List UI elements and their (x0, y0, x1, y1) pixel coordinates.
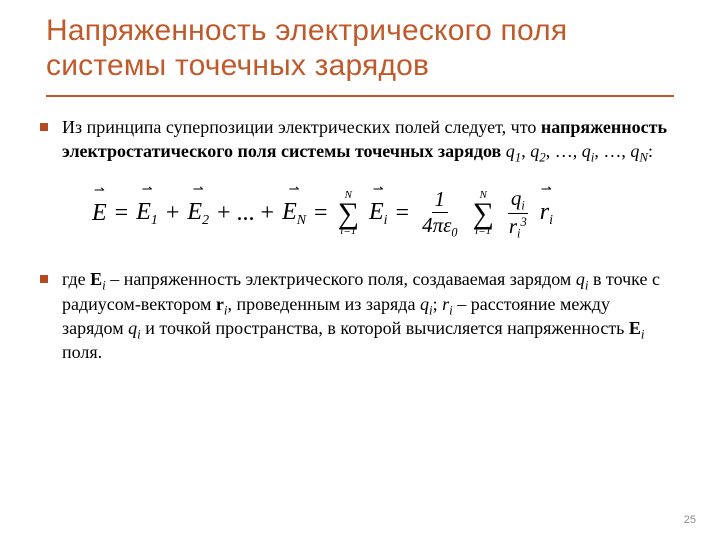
f-plus2: + ... + (217, 200, 274, 227)
f-Eis: i (384, 212, 388, 227)
sigma-icon: ∑ (338, 201, 359, 227)
b2-q3: q (128, 318, 137, 338)
fc-num: 1 (432, 189, 449, 213)
f-E2s: 2 (202, 212, 209, 227)
sum2-bot: i=1 (475, 226, 491, 237)
b1-sN: N (639, 150, 648, 165)
arrow-icon: ⇀ (136, 182, 158, 195)
f-plus1: + (166, 200, 180, 227)
f-E1s: 1 (151, 212, 158, 227)
sum-2: N ∑ i=1 (472, 190, 493, 238)
frac-qr: qi ri3 (506, 188, 530, 240)
fq-num-i: i (521, 198, 524, 212)
content-area: Из принципа суперпозиции электрических п… (0, 97, 720, 365)
fc-den: 4πε (422, 213, 451, 237)
frac-coulomb: 1 4πε0 (419, 189, 460, 238)
b2-q2: q (420, 294, 429, 314)
formula-block: ⇀ E = ⇀ E1 + ⇀ E2 + ... + ⇀ EN (92, 188, 670, 240)
arrow-icon: ⇀ (187, 182, 209, 195)
formula: ⇀ E = ⇀ E1 + ⇀ E2 + ... + ⇀ EN (92, 188, 670, 240)
f-eq2: = (314, 200, 328, 227)
sigma-icon: ∑ (472, 201, 493, 227)
b2-r1: r (216, 294, 224, 314)
f-E: E (92, 200, 107, 226)
slide: Напряженность электрического поля систем… (0, 0, 720, 540)
vec-EN: ⇀ EN (282, 199, 306, 229)
f-Ei: E (369, 199, 384, 225)
f-r: r (540, 199, 549, 225)
vec-E2: ⇀ E2 (187, 199, 209, 229)
bullet-2: где Ei – напряженность электрического по… (62, 267, 670, 364)
b1-sep1: , (521, 141, 530, 161)
b2-t8: поля. (62, 342, 102, 362)
fc-den0: 0 (451, 225, 457, 239)
vec-E: ⇀ E (92, 200, 107, 227)
b1-q1: q (506, 141, 515, 161)
f-eq1: = (115, 200, 129, 227)
b2-E2s: i (641, 327, 645, 342)
f-ENs: N (297, 212, 306, 227)
b2-t2: – напряженность электрического поля, соз… (106, 269, 576, 289)
arrow-icon: ⇀ (92, 183, 107, 196)
vec-r: ⇀ ri (540, 199, 553, 229)
b2-q1: q (576, 269, 585, 289)
page-number: 25 (684, 514, 696, 526)
f-rs: i (549, 212, 553, 227)
b2-t5: ; (433, 294, 443, 314)
vec-Ei: ⇀ Ei (369, 199, 388, 229)
fq-den-r: r (509, 214, 517, 238)
b2-E2: E (629, 318, 641, 338)
sum-1: N ∑ i=1 (338, 190, 359, 238)
b1-sep2: , …, (546, 141, 582, 161)
title-band: Напряженность электрического поля систем… (0, 0, 720, 89)
b2-t7: и точкой пространства, в которой вычисля… (141, 318, 629, 338)
sum1-bot: i=1 (340, 226, 356, 237)
slide-title: Напряженность электрического поля систем… (46, 14, 674, 83)
b1-qi: q (582, 141, 591, 161)
b1-q2: q (530, 141, 539, 161)
bullet-1: Из принципа суперпозиции электрических п… (62, 115, 670, 164)
f-E2: E (187, 199, 202, 225)
b1-qN: q (630, 141, 639, 161)
b1-lead: Из принципа суперпозиции электрических п… (62, 117, 541, 137)
f-eq3: = (396, 200, 410, 227)
b2-t1: где (62, 269, 90, 289)
f-EN: E (282, 199, 297, 225)
arrow-icon: ⇀ (540, 182, 553, 195)
b2-E: E (90, 269, 102, 289)
fq-num-q: q (511, 186, 522, 210)
arrow-icon: ⇀ (282, 182, 306, 195)
f-E1: E (136, 199, 151, 225)
fq-den-3: 3 (520, 215, 526, 229)
b1-tail: : (648, 141, 653, 161)
vec-E1: ⇀ E1 (136, 199, 158, 229)
arrow-icon: ⇀ (369, 182, 388, 195)
b1-sep3: , …, (594, 141, 630, 161)
b2-t4: , проведенным из заряда (228, 294, 420, 314)
